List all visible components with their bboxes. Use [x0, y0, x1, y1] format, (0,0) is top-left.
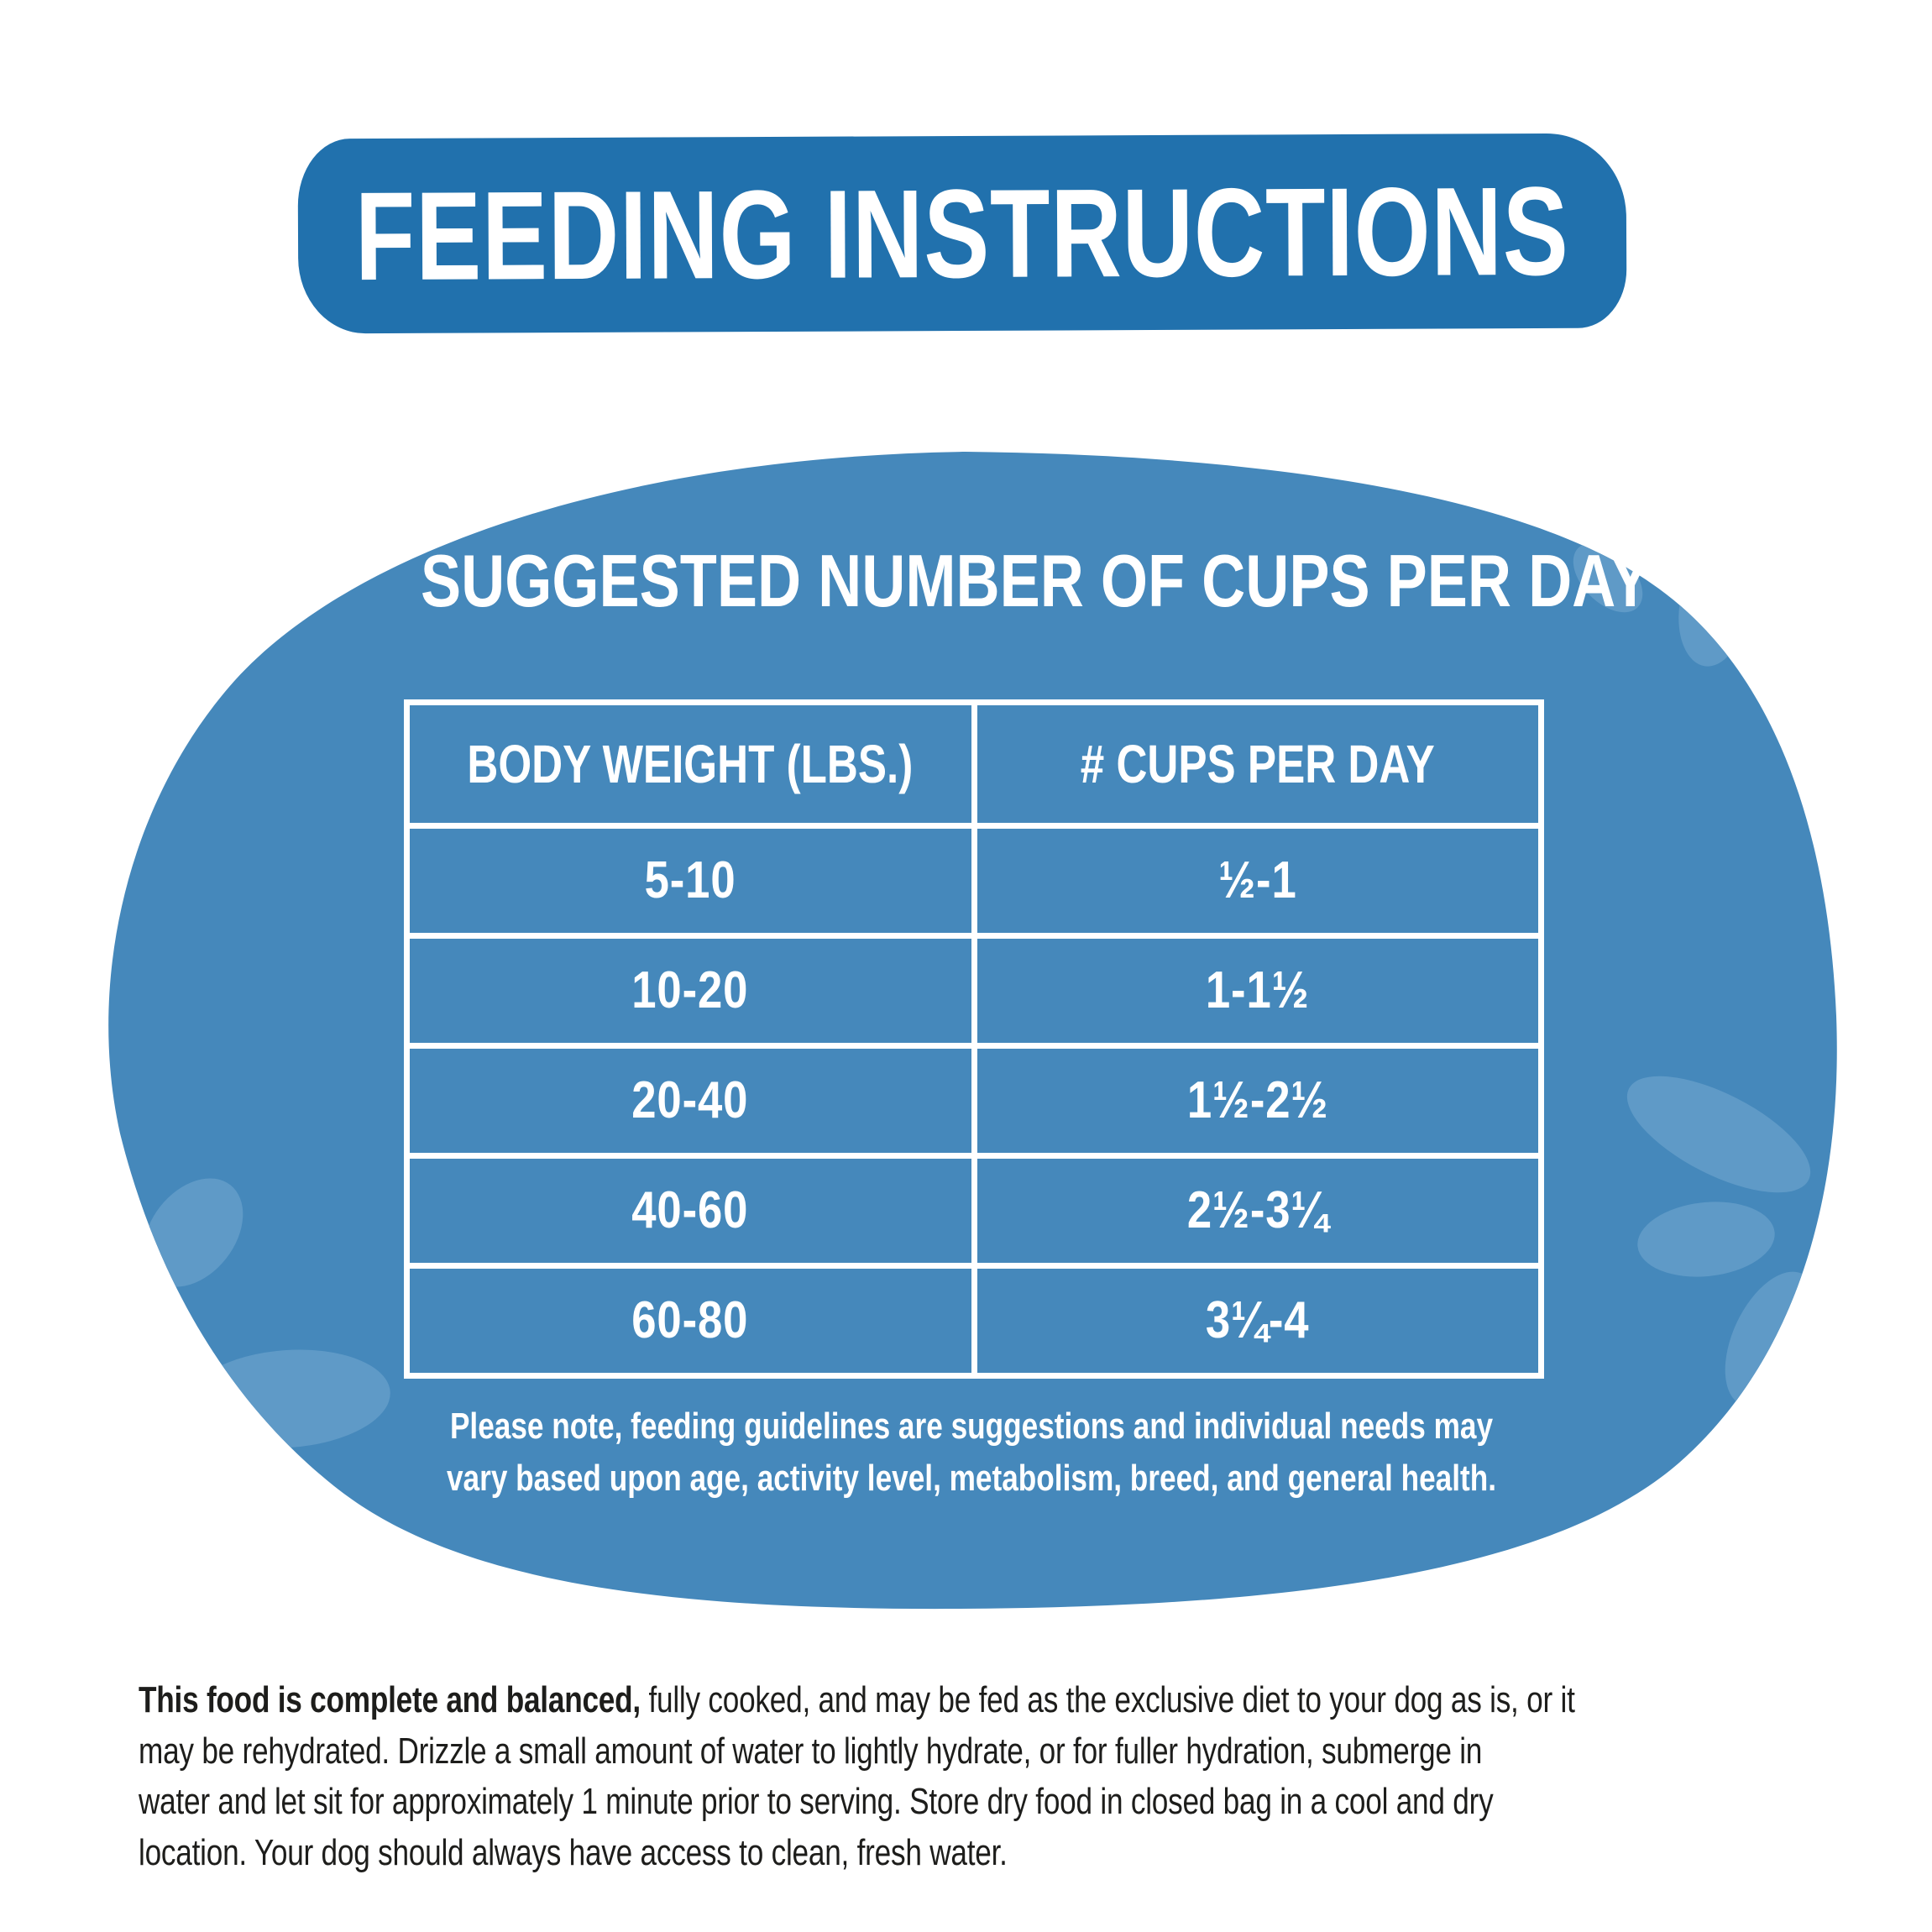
footer-line1-rest: fully cooked, and may be fed as the excl…	[640, 1679, 1575, 1720]
footer-line2: may be rehydrated. Drizzle a small amoun…	[139, 1730, 1483, 1772]
col-header-body-weight: BODY WEIGHT (LBS.)	[404, 699, 977, 829]
table-row: 20-40 1½-2½	[404, 1043, 1544, 1159]
spot-decoration	[143, 1178, 243, 1287]
cups-value: ½-1	[1218, 851, 1297, 909]
spot-decoration	[1514, 467, 1638, 519]
col-header-cups-per-day: # CUPS PER DAY	[971, 699, 1544, 829]
table-row: 5-10 ½-1	[404, 823, 1544, 939]
weight-cell: 60-80	[404, 1263, 977, 1379]
weight-value: 5-10	[644, 851, 736, 909]
cups-value: 2½-3¼	[1186, 1181, 1328, 1239]
table-header-row: BODY WEIGHT (LBS.) # CUPS PER DAY	[404, 699, 1544, 829]
col-header-cups-per-day-label: # CUPS PER DAY	[1080, 734, 1435, 794]
spot-decoration	[1626, 1076, 1811, 1193]
cups-cell: 2½-3¼	[971, 1153, 1544, 1269]
weight-cell: 20-40	[404, 1043, 977, 1159]
footer-line3: water and let sit for approximately 1 mi…	[139, 1781, 1494, 1823]
weight-value: 10-20	[631, 961, 749, 1019]
feeding-note: Please note, feeding guidelines are sugg…	[364, 1401, 1579, 1505]
footer-lead-bold: This food is complete and balanced,	[139, 1679, 641, 1720]
col-header-body-weight-label: BODY WEIGHT (LBS.)	[467, 734, 914, 794]
cups-cell: 1-1½	[971, 933, 1544, 1049]
cups-cell: 1½-2½	[971, 1043, 1544, 1159]
table-row: 60-80 3¼-4	[404, 1263, 1544, 1379]
feeding-table: BODY WEIGHT (LBS.) # CUPS PER DAY 5-10 ½…	[404, 699, 1544, 1379]
cups-cell: 3¼-4	[971, 1263, 1544, 1379]
weight-value: 60-80	[631, 1291, 749, 1349]
weight-cell: 5-10	[404, 823, 977, 939]
cups-value: 3¼-4	[1205, 1291, 1310, 1349]
weight-cell: 40-60	[404, 1153, 977, 1269]
footer-line4: location. Your dog should always have ac…	[139, 1832, 1008, 1874]
footer-line1: This food is complete and balanced, full…	[139, 1675, 1804, 1726]
spot-decoration	[1637, 1202, 1775, 1277]
cups-value: 1-1½	[1205, 961, 1310, 1019]
cups-value: 1½-2½	[1186, 1071, 1328, 1129]
section-heading: SUGGESTED NUMBER OF CUPS PER DAY	[421, 539, 1651, 622]
page-title: FEEDING INSTRUCTIONS	[354, 160, 1570, 307]
weight-cell: 10-20	[404, 933, 977, 1049]
table-row: 40-60 2½-3¼	[404, 1153, 1544, 1269]
table-row: 10-20 1-1½	[404, 933, 1544, 1049]
weight-value: 40-60	[631, 1181, 749, 1239]
weight-value: 20-40	[631, 1071, 749, 1129]
footer-paragraph: This food is complete and balanced, full…	[139, 1675, 1804, 1879]
cups-cell: ½-1	[971, 823, 1544, 939]
spot-decoration	[207, 551, 305, 608]
title-banner: FEEDING INSTRUCTIONS	[297, 133, 1627, 334]
feeding-note-line2: vary based upon age, activity level, met…	[446, 1458, 1497, 1500]
feeding-note-line1: Please note, feeding guidelines are sugg…	[449, 1406, 1494, 1447]
